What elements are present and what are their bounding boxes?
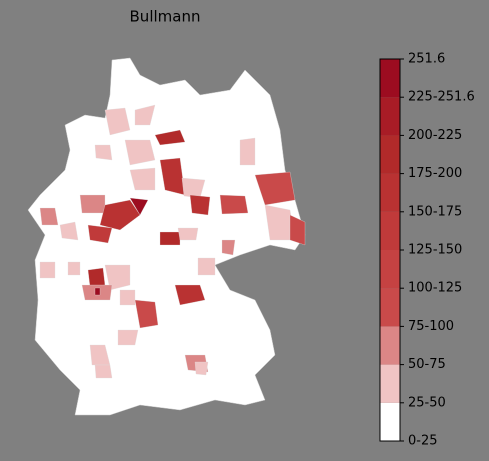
colorbar-label: 251.6 <box>408 52 445 67</box>
colorbar-bin <box>380 97 400 136</box>
colorbar-bin <box>380 288 400 327</box>
colorbar-label: 150-175 <box>408 204 462 219</box>
colorbar: 0-25 25-50 50-75 75-100 100-125 125-150 150-17… <box>379 52 475 449</box>
colorbar-label: 175-200 <box>408 166 462 181</box>
colorbar-label: 0-25 <box>408 434 438 449</box>
colorbar-bin <box>380 135 400 174</box>
colorbar-label: 50-75 <box>408 357 446 372</box>
colorbar-bin <box>380 211 400 250</box>
colorbar-label: 225-251.6 <box>408 90 475 105</box>
region-shapes <box>39 104 306 379</box>
colorbar-label: 125-150 <box>408 243 462 258</box>
map-title: Bullmann <box>130 8 201 26</box>
colorbar-bin <box>380 402 400 441</box>
germany-map <box>27 57 306 416</box>
colorbar-label: 75-100 <box>408 319 454 334</box>
colorbar-bin <box>380 250 400 289</box>
colorbar-label: 25-50 <box>408 395 446 410</box>
colorbar-bin <box>380 173 400 212</box>
colorbar-bin <box>380 364 400 403</box>
colorbar-label: 100-125 <box>408 281 462 296</box>
colorbar-label: 200-225 <box>408 128 462 143</box>
colorbar-bin <box>380 326 400 365</box>
colorbar-bin <box>380 59 400 98</box>
